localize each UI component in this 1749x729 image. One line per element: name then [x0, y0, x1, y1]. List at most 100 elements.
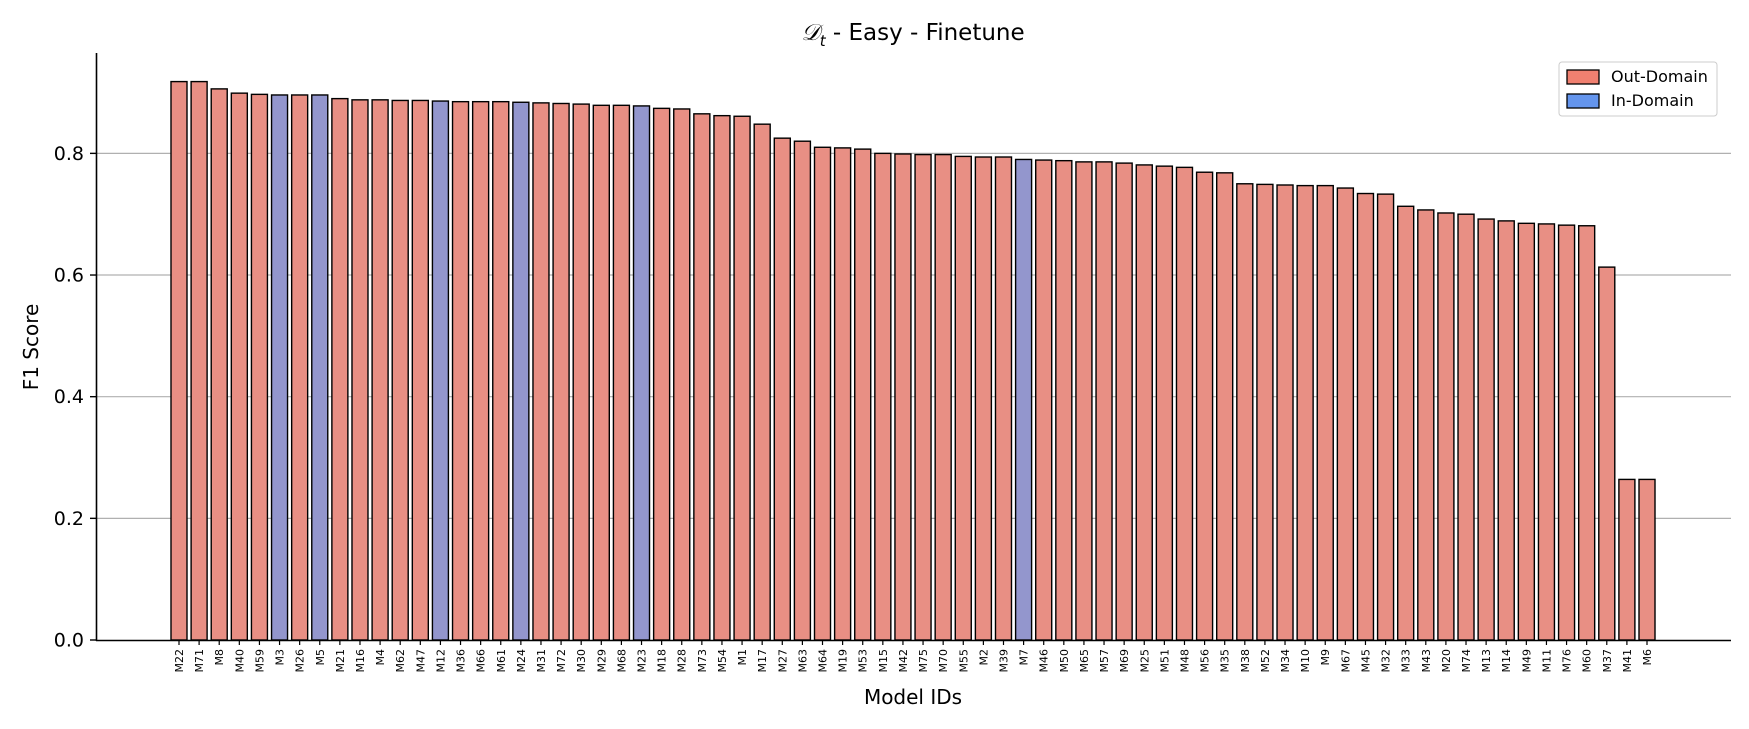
- x-tick-label: M17: [756, 649, 769, 673]
- x-tick-label: M51: [1158, 649, 1171, 673]
- x-tick-label: M59: [253, 649, 266, 673]
- bar-m21-out-domain: [331, 97, 349, 641]
- bar-m13-out-domain: [1477, 218, 1495, 641]
- bar-m12-in-domain: [431, 100, 450, 641]
- bar-m38-out-domain: [1236, 183, 1254, 641]
- x-tick-label: M25: [1138, 649, 1151, 673]
- bar-m49-out-domain: [1517, 222, 1536, 641]
- x-tick-label: M9: [1319, 649, 1332, 666]
- x-tick-label: M48: [1178, 649, 1191, 673]
- x-tick-label: M3: [274, 649, 287, 666]
- x-tick-label: M7: [1018, 649, 1031, 666]
- x-tick-label: M6: [1641, 649, 1654, 666]
- bar-m63-out-domain: [793, 140, 812, 641]
- bar-m73-out-domain: [693, 113, 711, 641]
- y-axis-title: F1 Score: [19, 304, 43, 391]
- x-tick-label: M5: [314, 649, 327, 666]
- bar-m57-out-domain: [1095, 161, 1113, 641]
- x-tick-label: M50: [1058, 649, 1071, 673]
- bar-m53-out-domain: [854, 148, 872, 641]
- bar-m46-out-domain: [1035, 159, 1053, 641]
- bar-m48-out-domain: [1175, 166, 1194, 641]
- bar-m34-out-domain: [1276, 184, 1294, 641]
- bar-m24-in-domain: [512, 101, 530, 641]
- x-tick-label: M41: [1621, 649, 1634, 673]
- bar-m42-out-domain: [894, 153, 912, 641]
- bar-m18-out-domain: [652, 107, 671, 641]
- bar-m2-out-domain: [974, 156, 993, 641]
- x-tick-label: M72: [555, 649, 568, 673]
- bar-m28-out-domain: [673, 108, 691, 641]
- bar-m23-in-domain: [632, 105, 651, 641]
- x-tick-label: M73: [696, 649, 709, 673]
- bar-m15-out-domain: [874, 152, 892, 641]
- bar-m26-out-domain: [290, 94, 309, 641]
- bar-m60-out-domain: [1577, 225, 1596, 641]
- legend-swatch-out-domain: [1566, 69, 1600, 85]
- bar-m17-out-domain: [753, 123, 771, 641]
- bar-m9-out-domain: [1316, 184, 1334, 641]
- x-tick-label: M52: [1259, 649, 1272, 673]
- bar-m50-out-domain: [1055, 159, 1073, 641]
- x-tick-label: M70: [937, 649, 950, 673]
- bar-m62-out-domain: [391, 99, 409, 641]
- bar-m54-out-domain: [713, 114, 731, 641]
- bar-m71-out-domain: [190, 80, 208, 641]
- x-tick-label: M30: [575, 649, 588, 673]
- legend-label-in-domain: In-Domain: [1611, 91, 1694, 110]
- y-tick-label: 0.0: [54, 630, 84, 652]
- bar-m74-out-domain: [1457, 213, 1475, 641]
- x-tick-label: M16: [354, 649, 367, 673]
- bar-m40-out-domain: [230, 92, 249, 641]
- bar-m3-in-domain: [270, 94, 289, 641]
- x-tick-label: M10: [1299, 649, 1312, 673]
- y-tick-label: 0.8: [54, 143, 84, 165]
- x-tick-label: M37: [1601, 649, 1614, 673]
- x-tick-label: M23: [636, 649, 649, 673]
- bar-m25-out-domain: [1135, 164, 1153, 641]
- bar-m67-out-domain: [1336, 187, 1355, 641]
- x-tick-label: M4: [374, 649, 387, 666]
- bar-m30-out-domain: [572, 103, 590, 641]
- x-tick-label: M29: [595, 649, 608, 673]
- legend: Out-Domain In-Domain: [1558, 61, 1718, 117]
- bar-m1-out-domain: [733, 115, 751, 641]
- x-tick-label: M34: [1279, 649, 1292, 673]
- x-tick-label: M38: [1239, 649, 1252, 673]
- bar-m51-out-domain: [1155, 165, 1174, 641]
- bar-m20-out-domain: [1437, 212, 1455, 641]
- bar-m72-out-domain: [552, 102, 570, 641]
- bars: [170, 80, 1656, 641]
- x-tick-label: M57: [1098, 649, 1111, 673]
- bar-m69-out-domain: [1115, 162, 1133, 641]
- x-tick-label: M11: [1540, 649, 1553, 673]
- x-tick-label: M53: [857, 649, 870, 673]
- bar-m19-out-domain: [833, 147, 852, 641]
- bar-m8-out-domain: [210, 88, 228, 641]
- x-tick-label: M14: [1500, 649, 1513, 673]
- x-tick-label: M49: [1520, 649, 1533, 673]
- bar-m22-out-domain: [170, 80, 188, 641]
- bar-m14-out-domain: [1497, 220, 1515, 641]
- bar-m36-out-domain: [451, 100, 470, 641]
- x-tick-label: M31: [535, 649, 548, 673]
- y-tick-label: 0.4: [54, 386, 84, 408]
- x-tick-label: M36: [455, 649, 468, 673]
- x-tick-label: M35: [1219, 649, 1232, 673]
- x-tick-label: M63: [796, 649, 809, 673]
- bar-m75-out-domain: [914, 153, 932, 641]
- bar-m65-out-domain: [1075, 161, 1093, 641]
- bar-m66-out-domain: [471, 100, 490, 641]
- bar-m45-out-domain: [1356, 192, 1375, 641]
- x-tick-label: M21: [334, 649, 347, 673]
- bar-m31-out-domain: [532, 102, 550, 641]
- x-tick-label: M15: [877, 649, 890, 673]
- x-axis-title: Model IDs: [864, 685, 962, 709]
- x-tick-label: M45: [1359, 649, 1372, 673]
- bar-m7-in-domain: [1014, 158, 1033, 641]
- x-tick-label: M13: [1480, 649, 1493, 673]
- bar-m16-out-domain: [351, 99, 369, 641]
- x-tick-label: M74: [1460, 649, 1473, 673]
- x-tick-label: M43: [1420, 649, 1433, 673]
